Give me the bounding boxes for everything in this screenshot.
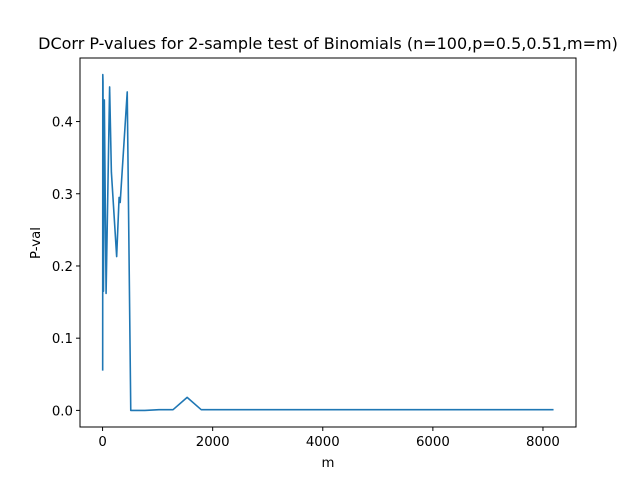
x-tick-label: 4000 (306, 435, 340, 450)
y-axis: 0.0 0.1 0.2 0.3 0.4 (52, 116, 80, 419)
y-tick-label: 0.4 (52, 116, 73, 131)
x-tick-label: 8000 (526, 435, 560, 450)
x-axis-label: m (322, 456, 335, 471)
y-tick-label: 0.3 (52, 188, 73, 203)
axes-frame (79, 57, 577, 428)
y-axis-label: P-val (29, 227, 44, 259)
plot-area (101, 73, 554, 412)
x-tick-label: 6000 (416, 435, 450, 450)
x-tick-label: 0 (98, 435, 106, 450)
y-tick-label: 0.1 (52, 332, 73, 347)
x-tick-label: 2000 (196, 435, 230, 450)
chart-title: DCorr P-values for 2-sample test of Bino… (38, 34, 618, 53)
y-tick-label: 0.2 (52, 260, 73, 275)
y-tick-label: 0.0 (52, 404, 73, 419)
series-line (101, 73, 554, 412)
x-axis: 0 2000 4000 6000 8000 (98, 427, 560, 450)
